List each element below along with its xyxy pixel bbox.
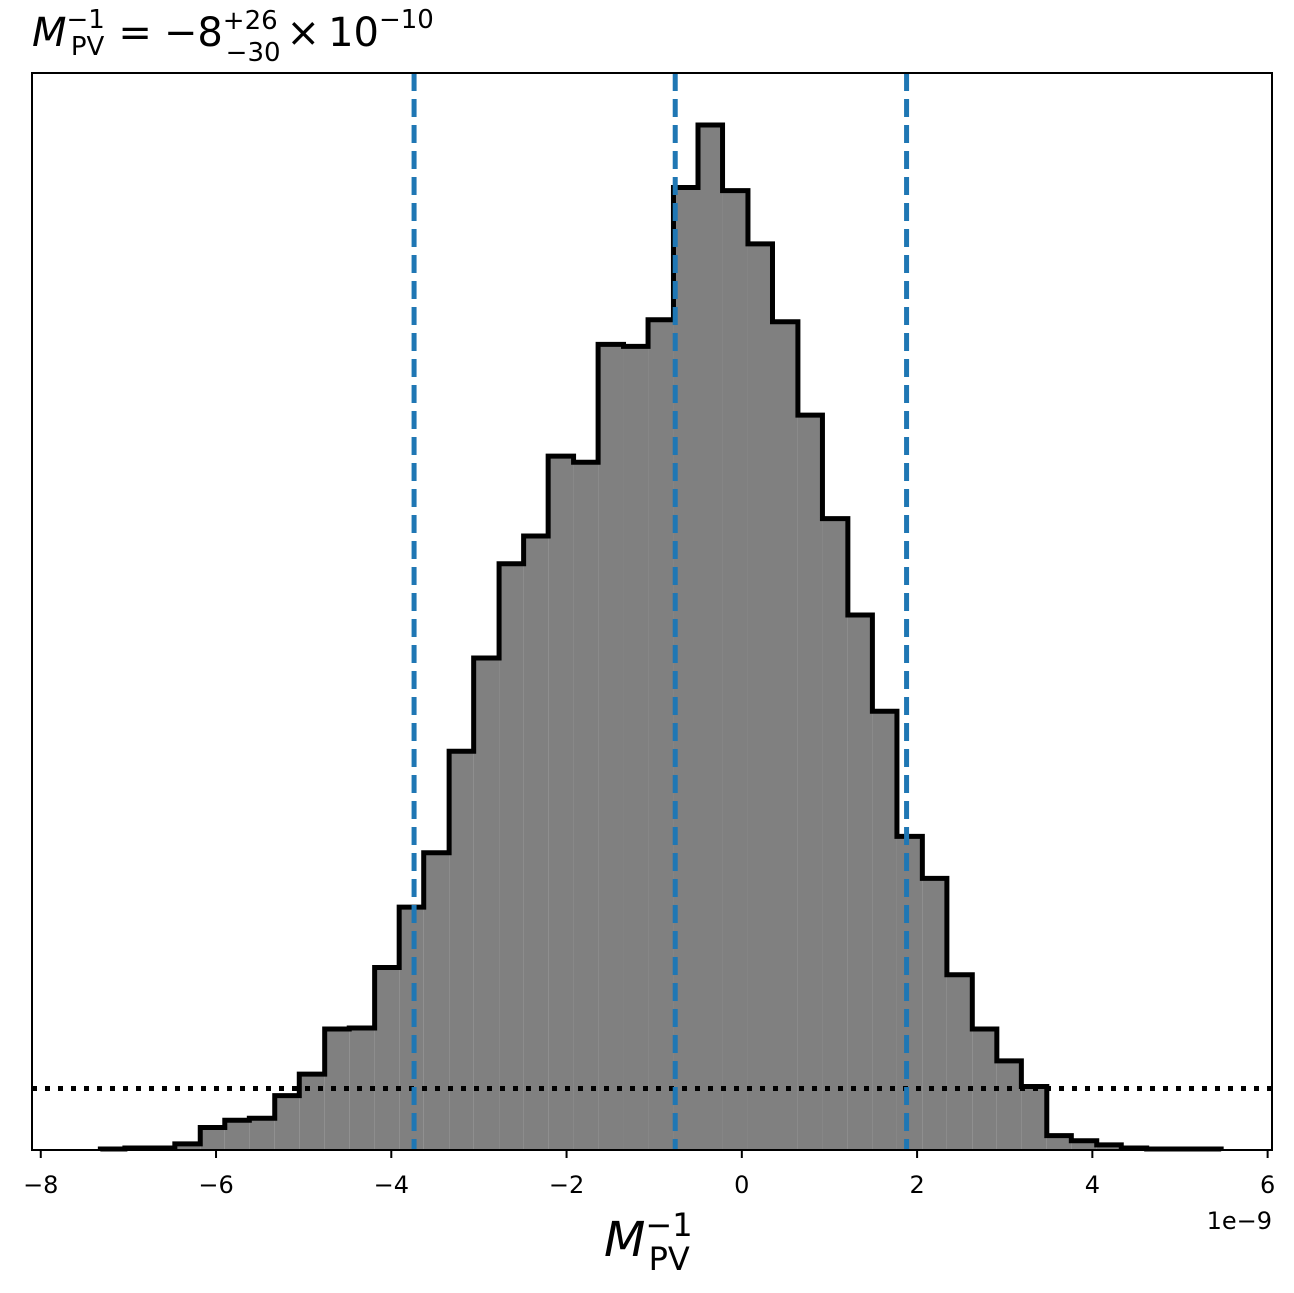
- x-axis: −8 −6 −4 −2 0 2 4 6: [23, 1150, 1275, 1199]
- histogram-bar: [374, 967, 400, 1150]
- title-minus-err: −30: [226, 38, 281, 68]
- xlabel-base: M: [604, 1212, 645, 1268]
- histogram-bar: [473, 658, 500, 1150]
- histogram-bar: [822, 518, 848, 1150]
- histogram-bar: [698, 125, 723, 1150]
- histogram-bar: [449, 751, 474, 1150]
- x-axis-label: M−1 PV: [604, 1206, 693, 1278]
- histogram-bar: [573, 462, 599, 1151]
- x-offset-label: 1e−9: [1207, 1207, 1272, 1235]
- x-tick-label: 2: [909, 1171, 924, 1199]
- title-scale-exp: −10: [379, 5, 434, 35]
- histogram-bar: [648, 319, 674, 1150]
- title-equals: =: [118, 10, 152, 56]
- chart-title: M−1 PV = −8+26 −30 × 10−10: [32, 5, 434, 68]
- histogram-bar: [872, 711, 897, 1150]
- histogram-bar: [399, 907, 424, 1150]
- title-base: M: [32, 10, 67, 56]
- x-tick-label: −6: [198, 1171, 233, 1199]
- title-times: ×: [287, 10, 321, 56]
- xlabel-sub: PV: [649, 1240, 690, 1278]
- histogram-bar: [499, 563, 524, 1150]
- title-value: −8: [164, 10, 223, 56]
- histogram-bar: [946, 974, 973, 1150]
- histogram-bar: [673, 187, 699, 1150]
- histogram-bar: [523, 536, 549, 1150]
- x-tick-label: 4: [1085, 1171, 1100, 1199]
- xlabel-sup: −1: [645, 1206, 692, 1244]
- x-tick-label: −2: [549, 1171, 584, 1199]
- histogram-bar: [747, 243, 773, 1150]
- x-tick-label: 6: [1260, 1171, 1275, 1199]
- histogram-bar: [548, 456, 574, 1150]
- histogram-bar: [1071, 1140, 1097, 1150]
- histogram-bar: [722, 190, 748, 1151]
- histogram-bar: [274, 1095, 300, 1150]
- x-tick-label: 0: [734, 1171, 749, 1199]
- title-base-sup: −1: [67, 5, 105, 35]
- histogram-bar: [797, 415, 823, 1150]
- axes-frame: [31, 72, 1273, 1151]
- histogram-bar: [623, 346, 649, 1150]
- histogram-outline: [97, 122, 1224, 1152]
- histogram-bar: [174, 1143, 201, 1150]
- histogram-bar: [200, 1127, 225, 1150]
- histogram-bar: [847, 614, 873, 1150]
- x-tick-label: −8: [23, 1171, 58, 1199]
- histogram-bar: [598, 344, 624, 1151]
- histogram-bar: [896, 836, 923, 1150]
- histogram-bar: [224, 1120, 250, 1150]
- histogram-bar: [249, 1118, 275, 1150]
- title-plus-err: +26: [223, 6, 278, 36]
- histogram-bar: [996, 1060, 1022, 1150]
- histogram-bar: [922, 878, 947, 1150]
- histogram-bar: [1046, 1135, 1072, 1150]
- title-scale-base: 10: [328, 10, 379, 56]
- histogram-bar: [1096, 1144, 1122, 1150]
- histogram-bar: [772, 321, 798, 1150]
- title-base-sub: PV: [71, 32, 105, 62]
- histogram-bar: [299, 1074, 325, 1150]
- plot-area: [32, 73, 1272, 1152]
- histogram-bar: [423, 852, 450, 1150]
- x-tick-label: −4: [374, 1171, 409, 1199]
- histogram-bar: [1021, 1086, 1047, 1150]
